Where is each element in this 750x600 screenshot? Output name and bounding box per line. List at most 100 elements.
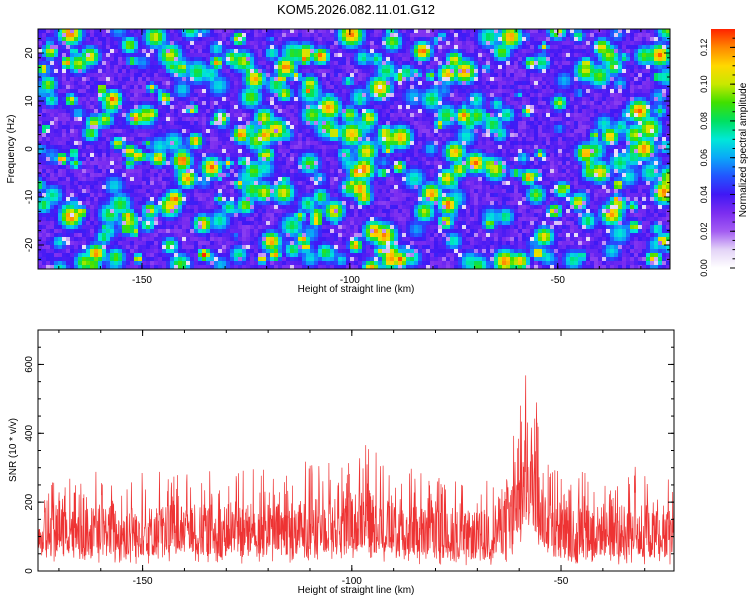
heatmap-cell	[194, 73, 198, 77]
heatmap-cell	[326, 77, 330, 81]
heatmap-cell	[74, 33, 78, 37]
heatmap-cell	[146, 117, 150, 121]
heatmap-cell	[646, 29, 650, 33]
heatmap-cell	[90, 53, 94, 57]
heatmap-cell	[634, 89, 638, 93]
heatmap-cell	[366, 121, 370, 125]
heatmap-cell	[470, 93, 474, 97]
heatmap-cell	[210, 109, 214, 113]
heatmap-cell	[538, 93, 542, 97]
heatmap-cell	[658, 81, 662, 85]
heatmap-cell	[662, 29, 666, 33]
heatmap-cell	[190, 69, 194, 73]
heatmap-cell	[654, 85, 658, 89]
heatmap-cell	[246, 29, 250, 33]
heatmap-cell	[246, 73, 250, 77]
heatmap-cell	[346, 137, 350, 141]
heatmap-cell	[198, 105, 202, 109]
heatmap-cell	[502, 53, 506, 57]
heatmap-cell	[134, 73, 138, 77]
heatmap-cell	[530, 101, 534, 105]
heatmap-cell	[442, 113, 446, 117]
heatmap-cell	[102, 97, 106, 101]
heatmap-cell	[214, 81, 218, 85]
heatmap-cell	[614, 41, 618, 45]
heatmap-cell	[158, 145, 162, 149]
heatmap-cell	[226, 153, 230, 157]
heatmap-cell	[458, 141, 462, 145]
heatmap-cell	[554, 45, 558, 49]
heatmap-cell	[206, 29, 210, 33]
heatmap-cell	[650, 73, 654, 77]
heatmap-cell	[426, 121, 430, 125]
heatmap-cell	[110, 117, 114, 121]
heatmap-cell	[62, 45, 66, 49]
heatmap-cell	[594, 109, 598, 113]
heatmap-cell	[586, 93, 590, 97]
heatmap-cell	[334, 37, 338, 41]
heatmap-cell	[394, 105, 398, 109]
heatmap-cell	[646, 105, 650, 109]
heatmap-cell	[490, 141, 494, 145]
heatmap-cell	[350, 129, 354, 133]
heatmap-cell	[594, 33, 598, 37]
heatmap-cell	[574, 45, 578, 49]
heatmap-cell	[234, 77, 238, 81]
heatmap-cell	[86, 125, 90, 129]
heatmap-cell	[430, 69, 434, 73]
heatmap-cell	[502, 57, 506, 61]
heatmap-cell	[270, 101, 274, 105]
heatmap-cell	[274, 53, 278, 57]
heatmap-cell	[434, 53, 438, 57]
heatmap-cell	[286, 89, 290, 93]
heatmap-cell	[538, 105, 542, 109]
heatmap-cell	[386, 129, 390, 133]
heatmap-cell	[198, 69, 202, 73]
heatmap-cell	[594, 53, 598, 57]
heatmap-cell	[606, 49, 610, 53]
heatmap-cell	[98, 137, 102, 141]
heatmap-cell	[526, 113, 530, 117]
heatmap-cell	[494, 137, 498, 141]
heatmap-cell	[198, 97, 202, 101]
heatmap-cell	[206, 113, 210, 117]
heatmap-cell	[278, 121, 282, 125]
heatmap-cell	[326, 53, 330, 57]
heatmap-cell	[138, 77, 142, 81]
heatmap-cell	[158, 81, 162, 85]
heatmap-cell	[254, 109, 258, 113]
heatmap-cell	[654, 117, 658, 121]
heatmap-cell	[446, 49, 450, 53]
heatmap-cell	[650, 93, 654, 97]
heatmap-cell	[254, 141, 258, 145]
heatmap-cell	[266, 145, 270, 149]
heatmap-cell	[402, 153, 406, 157]
heatmap-cell	[42, 93, 46, 97]
heatmap-cell	[138, 133, 142, 137]
heatmap-cell	[522, 53, 526, 57]
heatmap-cell	[202, 33, 206, 37]
heatmap-cell	[626, 149, 630, 153]
heatmap-cell	[166, 41, 170, 45]
heatmap-cell	[614, 125, 618, 129]
heatmap-cell	[314, 125, 318, 129]
heatmap-cell	[486, 29, 490, 33]
heatmap-cell	[562, 49, 566, 53]
heatmap-cell	[442, 129, 446, 133]
heatmap-cell	[50, 57, 54, 61]
heatmap-cell	[474, 137, 478, 141]
heatmap-cell	[662, 89, 666, 93]
heatmap-cell	[222, 73, 226, 77]
heatmap-cell	[366, 93, 370, 97]
heatmap-cell	[110, 77, 114, 81]
heatmap-cell	[338, 113, 342, 117]
heatmap-cell	[562, 77, 566, 81]
heatmap-cell	[606, 137, 610, 141]
heatmap-cell	[230, 37, 234, 41]
heatmap-cell	[138, 113, 142, 117]
heatmap-cell	[134, 33, 138, 37]
heatmap-cell	[222, 41, 226, 45]
heatmap-cell	[550, 105, 554, 109]
heatmap-cell	[454, 73, 458, 77]
heatmap-cell	[374, 137, 378, 141]
